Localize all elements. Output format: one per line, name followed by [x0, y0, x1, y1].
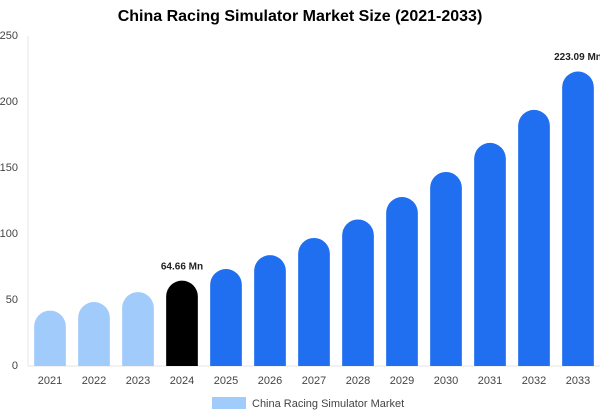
bar: [78, 301, 110, 366]
x-tick-label: 2023: [126, 375, 150, 387]
bar: [474, 142, 506, 366]
bar: [430, 171, 462, 366]
y-tick-label: 250: [0, 30, 18, 42]
value-label: 64.66 Mn: [161, 261, 203, 272]
y-tick-label: 0: [12, 360, 18, 372]
x-tick-label: 2027: [302, 375, 326, 387]
x-tick-label: 2028: [346, 375, 370, 387]
bar: [34, 310, 66, 366]
bar: [342, 219, 374, 366]
bar: [298, 237, 330, 366]
x-tick-label: 2030: [434, 375, 458, 387]
y-tick-label: 100: [0, 228, 18, 240]
x-tick-label: 2032: [522, 375, 546, 387]
x-tick-label: 2031: [478, 375, 502, 387]
chart-title: China Racing Simulator Market Size (2021…: [118, 8, 483, 25]
y-tick-label: 150: [0, 162, 18, 174]
x-tick-label: 2021: [38, 375, 62, 387]
x-tick-label: 2025: [214, 375, 238, 387]
value-label: 223.09 Mn: [554, 52, 600, 63]
bar: [386, 197, 418, 366]
x-tick-label: 2033: [566, 375, 590, 387]
y-tick-label: 200: [0, 96, 18, 108]
y-tick-label: 50: [6, 294, 18, 306]
bar: [210, 268, 242, 366]
x-tick-label: 2029: [390, 375, 414, 387]
x-tick-label: 2022: [82, 375, 106, 387]
bar: [254, 255, 286, 366]
bar: [122, 292, 154, 366]
x-tick-label: 2024: [170, 375, 194, 387]
x-tick-label: 2026: [258, 375, 282, 387]
bar: [562, 71, 594, 366]
legend-label: China Racing Simulator Market: [252, 398, 404, 410]
legend-swatch: [212, 397, 246, 409]
bar: [518, 109, 550, 366]
bar: [166, 280, 198, 366]
